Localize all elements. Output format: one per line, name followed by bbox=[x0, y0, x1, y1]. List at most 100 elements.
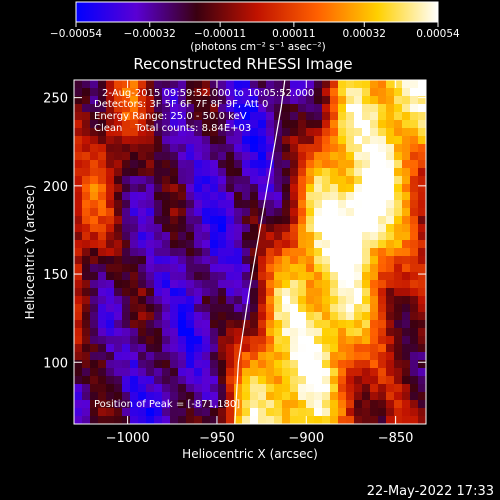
heatmap-cell bbox=[298, 128, 307, 137]
heatmap-cell bbox=[274, 280, 283, 289]
heatmap-cell bbox=[346, 416, 355, 424]
heatmap-cell bbox=[274, 200, 283, 209]
heatmap-cell bbox=[274, 88, 283, 97]
heatmap-cell bbox=[98, 288, 107, 297]
heatmap-cell bbox=[202, 144, 211, 153]
heatmap-cell bbox=[266, 152, 275, 161]
heatmap-cell bbox=[354, 160, 363, 169]
heatmap-cell bbox=[146, 144, 155, 153]
heatmap-cell bbox=[170, 80, 179, 89]
heatmap-cell bbox=[354, 264, 363, 273]
heatmap-cell bbox=[282, 96, 291, 105]
heatmap-cell bbox=[146, 392, 155, 401]
heatmap-cell bbox=[410, 272, 419, 281]
heatmap-cell bbox=[146, 400, 155, 409]
heatmap-cell bbox=[106, 344, 115, 353]
heatmap-cell bbox=[114, 264, 123, 273]
heatmap-cell bbox=[162, 304, 171, 313]
heatmap-cell bbox=[202, 128, 211, 137]
heatmap-cell bbox=[138, 192, 147, 201]
heatmap-cell bbox=[194, 280, 203, 289]
heatmap-cell bbox=[226, 376, 235, 385]
heatmap-cell bbox=[266, 256, 275, 265]
heatmap-cell bbox=[130, 296, 139, 305]
heatmap-cell bbox=[98, 176, 107, 185]
heatmap-cell bbox=[330, 168, 339, 177]
heatmap-cell bbox=[146, 280, 155, 289]
heatmap-cell bbox=[346, 80, 355, 89]
heatmap-cell bbox=[130, 240, 139, 249]
heatmap-cell bbox=[194, 136, 203, 145]
heatmap-cell bbox=[410, 128, 419, 137]
heatmap-cell bbox=[394, 416, 403, 424]
heatmap-cell bbox=[170, 168, 179, 177]
heatmap-cell bbox=[370, 376, 379, 385]
heatmap-cell bbox=[370, 384, 379, 393]
heatmap-cell bbox=[98, 80, 107, 89]
heatmap-cell bbox=[210, 96, 219, 105]
heatmap-cell bbox=[170, 224, 179, 233]
heatmap-cell bbox=[234, 392, 243, 401]
heatmap-cell bbox=[378, 128, 387, 137]
heatmap-cell bbox=[354, 344, 363, 353]
heatmap-cell bbox=[338, 216, 347, 225]
heatmap-cell bbox=[354, 384, 363, 393]
heatmap-cell bbox=[82, 120, 91, 129]
heatmap-cell bbox=[402, 400, 411, 409]
heatmap-cell bbox=[202, 88, 211, 97]
heatmap-cell bbox=[162, 80, 171, 89]
heatmap-cell bbox=[210, 200, 219, 209]
heatmap-cell bbox=[298, 392, 307, 401]
heatmap-cell bbox=[362, 224, 371, 233]
heatmap-cell bbox=[394, 368, 403, 377]
heatmap-cell bbox=[266, 336, 275, 345]
heatmap-cell bbox=[130, 304, 139, 313]
heatmap-cell bbox=[346, 336, 355, 345]
heatmap-cell bbox=[338, 144, 347, 153]
heatmap-cell bbox=[170, 360, 179, 369]
heatmap-cell bbox=[290, 232, 299, 241]
heatmap-cell bbox=[258, 288, 267, 297]
heatmap-cell bbox=[226, 360, 235, 369]
heatmap-cell bbox=[90, 208, 99, 217]
heatmap-cell bbox=[282, 264, 291, 273]
heatmap-cell bbox=[378, 408, 387, 417]
heatmap-cell bbox=[106, 360, 115, 369]
heatmap-cell bbox=[266, 88, 275, 97]
heatmap-cell bbox=[170, 160, 179, 169]
heatmap-cell bbox=[234, 352, 243, 361]
heatmap-cell bbox=[266, 144, 275, 153]
heatmap-cell bbox=[386, 96, 395, 105]
heatmap-cell bbox=[170, 184, 179, 193]
heatmap-cell bbox=[98, 168, 107, 177]
heatmap-cell bbox=[162, 176, 171, 185]
heatmap-cell bbox=[354, 104, 363, 113]
heatmap-cell bbox=[202, 320, 211, 329]
heatmap-cell bbox=[258, 136, 267, 145]
heatmap-cell bbox=[242, 208, 251, 217]
heatmap-cell bbox=[330, 192, 339, 201]
heatmap-cell bbox=[154, 400, 163, 409]
heatmap-cell bbox=[402, 200, 411, 209]
heatmap-cell bbox=[410, 200, 419, 209]
heatmap-cell bbox=[274, 104, 283, 113]
heatmap-cell bbox=[362, 192, 371, 201]
heatmap-cell bbox=[162, 120, 171, 129]
heatmap-cell bbox=[274, 376, 283, 385]
heatmap-cell bbox=[234, 344, 243, 353]
heatmap-cell bbox=[154, 392, 163, 401]
heatmap-cell bbox=[258, 160, 267, 169]
heatmap-cell bbox=[274, 352, 283, 361]
heatmap-cell bbox=[210, 344, 219, 353]
heatmap-cell bbox=[186, 408, 195, 417]
heatmap-cell bbox=[210, 368, 219, 377]
heatmap-cell bbox=[146, 248, 155, 257]
heatmap-cell bbox=[290, 296, 299, 305]
heatmap-cell bbox=[410, 248, 419, 257]
heatmap-cell bbox=[122, 328, 131, 337]
heatmap-cell bbox=[354, 112, 363, 121]
heatmap-cell bbox=[346, 136, 355, 145]
heatmap-cell bbox=[410, 280, 419, 289]
heatmap-cell bbox=[210, 320, 219, 329]
heatmap-cell bbox=[314, 328, 323, 337]
